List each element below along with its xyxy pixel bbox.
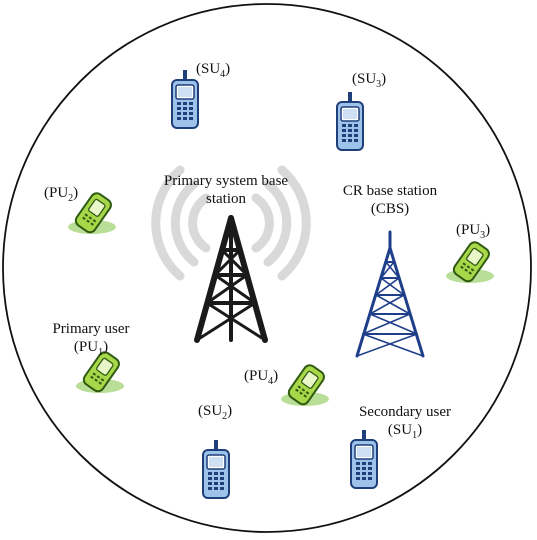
cr-bs-label: CR base station (CBS) [342, 183, 438, 217]
cr-tower-icon [355, 230, 425, 358]
coverage-boundary [2, 3, 532, 533]
pu2-label: (PU2) [44, 185, 79, 204]
secondary-user-label: Secondary user (SU1) [358, 404, 452, 441]
su4-label: (SU4) [196, 61, 231, 80]
su3-label: (SU3) [352, 71, 387, 90]
signal-arcs [151, 165, 311, 281]
pu4-label: (PU4) [244, 368, 279, 387]
primary-tower-icon [194, 215, 268, 343]
primary-bs-label: Primary system base station [163, 173, 289, 207]
su2-label: (SU2) [198, 403, 233, 422]
pu3-label: (PU3) [456, 222, 491, 241]
primary-user-label: Primary user (PU1) [52, 321, 130, 358]
